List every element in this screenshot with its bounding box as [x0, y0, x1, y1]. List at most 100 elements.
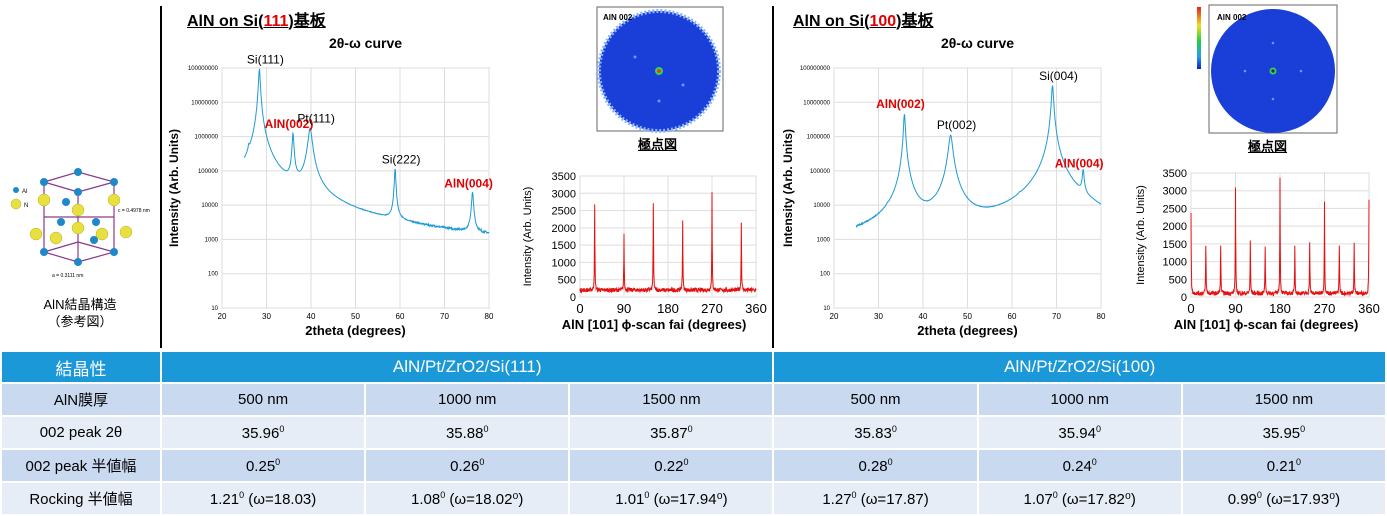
table-cell: 0.220: [568, 448, 775, 483]
table-row: 002 peak 半値幅 0.250 0.260 0.220 0.280 0.240 0.2…: [0, 448, 1387, 483]
y-tick-label: 1000: [205, 237, 219, 243]
x-tick-label: 40: [307, 312, 316, 321]
x-tick-label: 20: [218, 312, 227, 321]
y-tick-label: 1000: [1163, 257, 1187, 269]
pole-figure-1-caption: 極点図: [638, 137, 678, 152]
table-cell: 1000 nm: [364, 382, 571, 417]
x-axis-label: AlN [101] ϕ-scan fai (degrees): [562, 317, 747, 332]
y-tick-label: 1000: [817, 237, 831, 243]
y-tick-label: 100000: [810, 169, 831, 175]
xrd-chart-si100: 2θ-ω curve 10 100 1000 10000 100000 1000000 100…: [781, 35, 1106, 338]
y-tick-label: 2500: [552, 206, 576, 218]
table-cell: 0.250: [159, 448, 367, 483]
table-cell: 0.260: [364, 448, 571, 483]
y-tick-label: 500: [1169, 274, 1187, 286]
crystal-structure-figure: Al N c = 0.4978 nm a = 0.3111 nm: [6, 160, 154, 280]
structure-caption-line1: AlN結晶構造: [43, 297, 117, 312]
table-cell: 500 nm: [159, 382, 367, 417]
phi-scan-chart-si111: 0 500 1000 1500 2000 2500 3000 3500 0 90 180 270 360…: [522, 171, 767, 332]
y-tick-label: 3500: [552, 171, 576, 183]
y-tick-label: 10000: [201, 203, 218, 209]
panel2-title-pre: AlN on Si(: [793, 13, 870, 30]
table-row: Rocking 半値幅 1.210 (ω=18.03) 1.080 (ω=18.02…: [0, 481, 1387, 516]
peak-annotation: Si(222): [382, 152, 421, 166]
y-tick-label: 2000: [552, 223, 576, 235]
table-cell: 35.940: [976, 415, 1183, 450]
table-cell: 1000 nm: [976, 382, 1183, 417]
crystal-structure-drawing: Al N c = 0.4978 nm a = 0.3111 nm: [10, 168, 150, 279]
x-tick-label: 50: [963, 312, 972, 321]
phi-scan-chart-si100: 0 500 1000 1500 2000 2500 3000 3500 0 90 180 270 360…: [1135, 168, 1380, 332]
x-tick-label: 0: [576, 301, 583, 316]
table-cell: 35.950: [1180, 415, 1387, 450]
y-tick-label: 1500: [552, 240, 576, 252]
peak-annotation: AlN(002): [265, 117, 314, 131]
data-series-line: [855, 84, 1102, 229]
x-tick-label: 360: [745, 301, 767, 316]
y-tick-label: 10000: [813, 203, 830, 209]
x-tick-label: 80: [1097, 312, 1106, 321]
chart-title: 2θ-ω curve: [941, 35, 1014, 51]
peak-annotation: Si(004): [1039, 69, 1078, 83]
pole-figure-2-label: AlN 002: [1217, 13, 1247, 22]
y-tick-label: 1000000: [195, 135, 219, 141]
x-tick-label: 20: [830, 312, 839, 321]
y-tick-label: 500: [558, 275, 576, 287]
chart-title: 2θ-ω curve: [329, 35, 402, 51]
x-tick-label: 30: [262, 312, 271, 321]
table-cell: 0.210: [1180, 448, 1387, 483]
pole-figure-1: AlN 002: [595, 5, 725, 133]
peak-annotation: Pt(111): [297, 112, 335, 126]
table-cell: 35.830: [772, 415, 979, 450]
table-header-group1: AlN/Pt/ZrO2/Si(111): [159, 350, 775, 384]
x-tick-label: 80: [485, 312, 494, 321]
y-axis-label: Intensity (Arb. Units): [781, 129, 795, 247]
structure-caption: AlN結晶構造 （参考図）: [10, 296, 150, 330]
y-tick-label: 1500: [1163, 239, 1187, 251]
x-tick-label: 40: [919, 312, 928, 321]
y-tick-label: 10: [823, 306, 830, 312]
separator-left: [160, 6, 162, 348]
table-cell: 1500 nm: [1180, 382, 1387, 417]
pole-figure-1-label: AlN 002: [603, 13, 633, 22]
y-tick-label: 3500: [1163, 168, 1187, 180]
table-body: AlN膜厚 500 nm 1000 nm 1500 nm 500 nm 1000 nm 15…: [0, 382, 1387, 516]
data-series-line: [1190, 177, 1370, 297]
x-tick-label: 270: [701, 301, 723, 316]
x-tick-label: 90: [1228, 301, 1242, 316]
x-axis-label: 2theta (degrees): [917, 323, 1017, 338]
table-cell: 0.990 (ω=17.93⁰): [1180, 481, 1387, 516]
al-label: Al: [22, 189, 27, 195]
table-cell: 1.210 (ω=18.03): [159, 481, 367, 516]
table-cell: 1.070 (ω=17.82⁰): [976, 481, 1183, 516]
y-tick-label: 10000000: [803, 100, 830, 106]
table-cell: 1.010 (ω=17.94⁰): [568, 481, 775, 516]
separator-middle: [772, 6, 774, 348]
table-row: AlN膜厚 500 nm 1000 nm 1500 nm 500 nm 1000 nm 15…: [0, 382, 1387, 417]
c-label: c = 0.4978 nm: [118, 208, 150, 214]
table-cell: 1500 nm: [568, 382, 775, 417]
peak-annotation: AlN(004): [444, 176, 493, 190]
a-label: a = 0.3111 nm: [52, 273, 83, 279]
y-tick-label: 100: [820, 272, 831, 278]
x-tick-label: 60: [396, 312, 405, 321]
row-label: 002 peak 半値幅: [0, 448, 162, 483]
y-tick-label: 100: [208, 272, 219, 278]
table-cell: 0.240: [976, 448, 1183, 483]
table-cell: 1.270 (ω=17.87): [772, 481, 979, 516]
x-tick-label: 360: [1358, 301, 1380, 316]
panel1-title-red: 111: [263, 13, 289, 30]
y-tick-label: 1000000: [807, 135, 831, 141]
table-cell: 500 nm: [772, 382, 979, 417]
x-tick-label: 30: [874, 312, 883, 321]
y-tick-label: 100000: [198, 169, 219, 175]
table-header-group2: AlN/Pt/ZrO2/Si(100): [772, 350, 1387, 384]
y-tick-label: 2000: [1163, 221, 1187, 233]
y-tick-label: 0: [1181, 292, 1187, 304]
table-header-label: 結晶性: [0, 350, 162, 384]
peak-annotation: Si(111): [247, 53, 284, 67]
crystallinity-table: 結晶性 AlN/Pt/ZrO2/Si(111) AlN/Pt/ZrO2/Si(1…: [0, 350, 1387, 516]
table-cell: 35.960: [159, 415, 367, 450]
x-tick-label: 0: [1187, 301, 1194, 316]
table-row: 002 peak 2θ 35.960 35.880 35.870 35.830 35.94…: [0, 415, 1387, 450]
